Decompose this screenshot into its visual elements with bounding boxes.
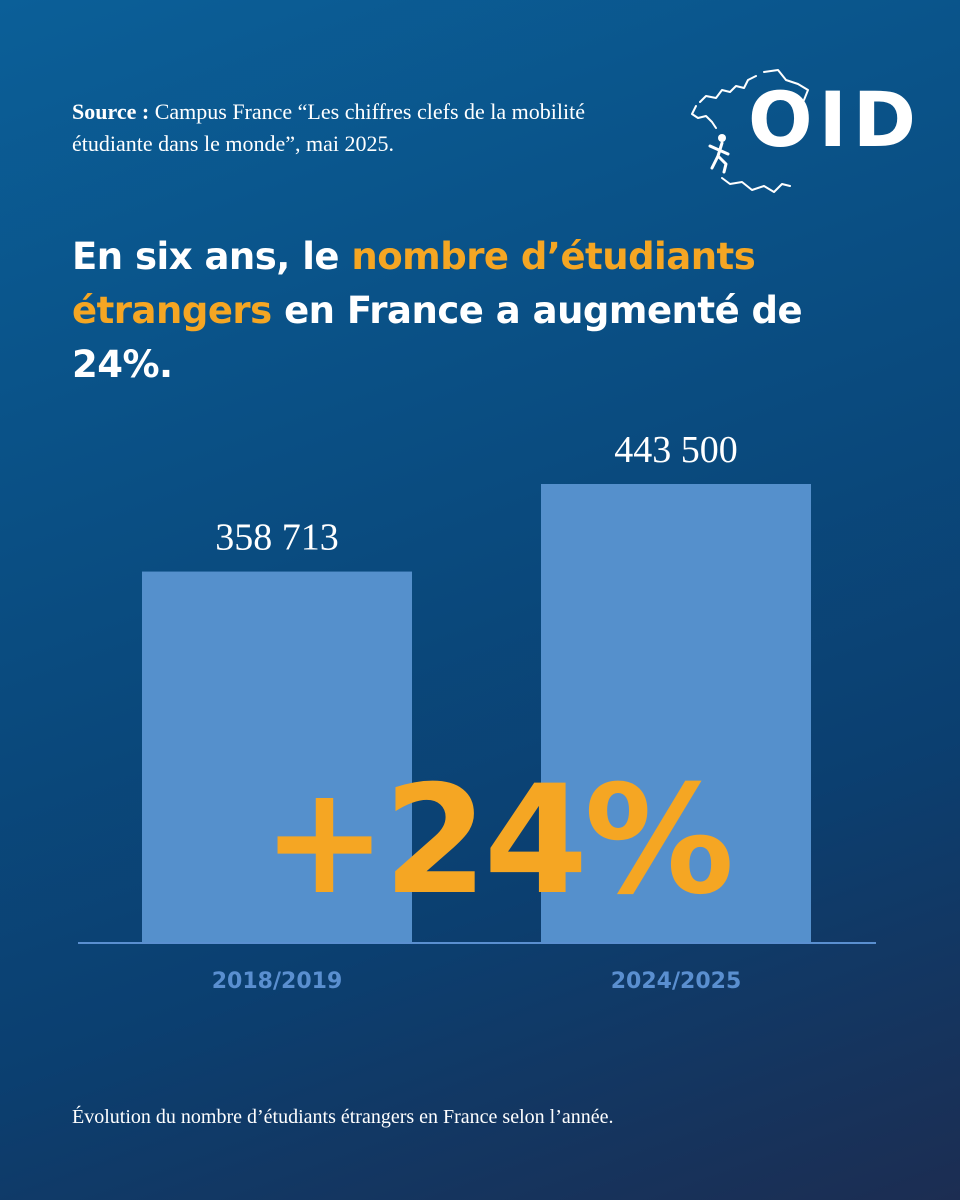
headline-highlight: nombre d’étudiants étrangers (72, 235, 756, 332)
logo-text: OID (748, 75, 922, 164)
headline-part2: en France a augmenté de 24%. (72, 289, 803, 386)
oid-logo: OID (686, 66, 916, 206)
headline: En six ans, le nombre d’étudiants étrang… (72, 230, 902, 392)
bar-2018/2019 (142, 571, 412, 942)
bar-2024/2025 (541, 484, 811, 942)
headline-part1: En six ans, le (72, 235, 352, 278)
growth-annotation: +24% (262, 754, 731, 928)
chart-caption: Évolution du nombre d’étudiants étranger… (72, 1106, 614, 1128)
x-tick-label: 2024/2025 (611, 969, 742, 994)
france-map-icon (691, 69, 809, 193)
source-text: Campus France “Les chiffres clefs de la … (72, 99, 585, 156)
source-note: Source : Campus France “Les chiffres cle… (72, 96, 632, 160)
value-label: 358 713 (215, 517, 339, 559)
bar-chart: 358 713 2018/2019 443 500 2024/2025 +24% (78, 429, 876, 994)
value-label: 443 500 (614, 429, 738, 471)
source-label: Source : (72, 99, 150, 124)
x-tick-label: 2018/2019 (212, 969, 343, 994)
